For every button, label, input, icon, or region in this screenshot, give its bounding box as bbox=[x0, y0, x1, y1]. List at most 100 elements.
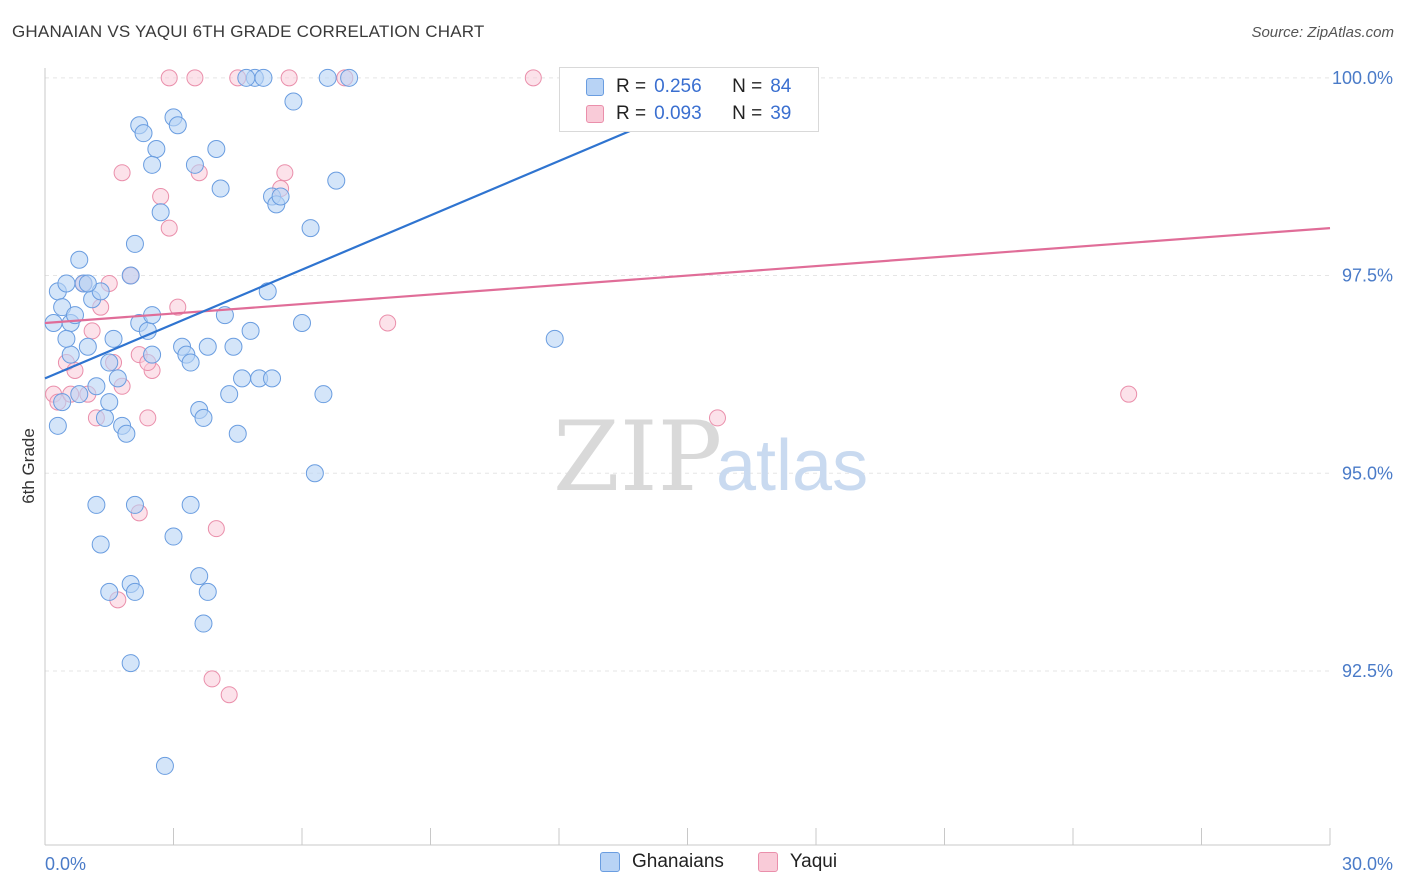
ghanaians-point bbox=[155, 756, 174, 775]
yaqui-point bbox=[220, 686, 238, 704]
ghanaians-point bbox=[164, 527, 183, 546]
legend-row-ghanaians: R = 0.256 N = 84 bbox=[586, 75, 791, 99]
legend-n-value: 84 bbox=[770, 76, 792, 97]
watermark-zip: ZIP bbox=[553, 401, 722, 513]
ghanaians-point bbox=[100, 393, 119, 412]
ghanaians-point bbox=[228, 424, 247, 443]
ghanaians-point bbox=[258, 282, 277, 301]
ghanaians-point bbox=[87, 495, 106, 514]
legend-n-label: N = bbox=[732, 103, 763, 124]
y-axis-label: 6th Grade bbox=[19, 428, 38, 504]
ghanaians-point bbox=[545, 329, 564, 348]
watermark-atlas: atlas bbox=[716, 426, 868, 506]
ghanaians-point bbox=[293, 314, 311, 332]
ghanaians-trend-line bbox=[44, 96, 710, 380]
ghanaians-point bbox=[53, 393, 72, 412]
watermark: ZIP atlas bbox=[553, 401, 868, 513]
ghanaians-point bbox=[57, 329, 76, 348]
ghanaians-point bbox=[327, 171, 346, 190]
yaqui-point bbox=[524, 69, 542, 87]
ghanaians-point bbox=[121, 266, 140, 285]
yaqui-point bbox=[186, 69, 204, 87]
yaqui-point bbox=[379, 314, 397, 332]
ghanaians-point bbox=[48, 416, 67, 435]
yaqui-point bbox=[152, 187, 170, 205]
ghanaians-point bbox=[125, 582, 144, 601]
ghanaians-point bbox=[125, 234, 144, 253]
ghanaians-point bbox=[143, 155, 162, 174]
ghanaians-point bbox=[100, 582, 119, 601]
ghanaians-point bbox=[91, 535, 110, 554]
yaqui-point bbox=[160, 69, 178, 87]
ghanaians-point bbox=[198, 582, 217, 601]
ghanaians-point bbox=[78, 274, 97, 293]
ghanaians-point bbox=[211, 179, 230, 198]
ghanaians-legend-swatch bbox=[600, 852, 620, 872]
ghanaians-point bbox=[100, 353, 119, 372]
y-tick-label: 97.5% bbox=[1342, 266, 1393, 286]
yaqui-legend-swatch bbox=[757, 852, 778, 872]
ghanaians-point bbox=[233, 369, 252, 388]
ghanaians-point bbox=[220, 385, 239, 404]
ghanaians-point bbox=[207, 140, 226, 158]
legend-item-ghanaians[interactable]: Ghanaians bbox=[600, 851, 724, 873]
yaqui-point bbox=[139, 409, 157, 427]
y-tick-label: 92.5% bbox=[1342, 661, 1393, 681]
legend-row-yaqui: R = 0.093 N = 39 bbox=[586, 102, 791, 126]
trend-lines bbox=[44, 96, 1331, 380]
ghanaians-point bbox=[65, 306, 84, 325]
legend-r-value: 0.093 bbox=[654, 103, 702, 124]
ghanaians-point bbox=[340, 68, 359, 87]
yaqui-points bbox=[45, 69, 1138, 704]
legend-label-yaqui: Yaqui bbox=[789, 851, 838, 872]
correlation-legend: R = 0.256 N = 84 R = 0.093 N = 39 bbox=[559, 67, 819, 132]
ghanaians-point bbox=[91, 282, 110, 301]
tick-labels: 100.0% 97.5% 95.0% 92.5% 0.0% 30.0% bbox=[45, 68, 1393, 874]
yaqui-point bbox=[160, 219, 178, 237]
yaqui-point bbox=[113, 164, 131, 182]
chart-title: GHANAIAN VS YAQUI 6TH GRADE CORRELATION … bbox=[12, 22, 485, 41]
legend-r-value: 0.256 bbox=[654, 76, 702, 97]
ghanaians-point bbox=[147, 140, 166, 158]
ghanaians-point bbox=[185, 155, 204, 174]
legend-item-yaqui[interactable]: Yaqui bbox=[757, 851, 838, 873]
ghanaians-point bbox=[78, 337, 97, 356]
legend-label-ghanaians: Ghanaians bbox=[632, 851, 724, 872]
ghanaians-point bbox=[271, 187, 290, 206]
legend-n-value: 39 bbox=[770, 103, 792, 124]
ghanaians-point bbox=[194, 614, 213, 633]
y-tick-label: 100.0% bbox=[1332, 68, 1393, 88]
ghanaians-point bbox=[57, 274, 76, 293]
yaqui-point bbox=[1120, 385, 1138, 403]
ghanaians-point bbox=[254, 68, 273, 87]
ghanaians-point bbox=[314, 385, 333, 404]
yaqui-point bbox=[83, 322, 101, 340]
ghanaians-point bbox=[224, 337, 243, 356]
ghanaians-point bbox=[125, 495, 144, 514]
source-label: Source: ZipAtlas.com bbox=[1251, 24, 1394, 41]
ghanaians-point bbox=[181, 495, 200, 514]
x-tick-label: 0.0% bbox=[45, 854, 86, 874]
ghanaians-point bbox=[284, 92, 303, 111]
x-tick-label: 30.0% bbox=[1342, 854, 1393, 874]
ghanaians-point bbox=[104, 329, 123, 348]
series-legend: Ghanaians Yaqui bbox=[600, 851, 871, 873]
yaqui-point bbox=[207, 520, 225, 538]
ghanaians-point bbox=[190, 567, 209, 586]
ghanaians-point bbox=[168, 116, 187, 135]
ghanaians-points bbox=[44, 68, 564, 775]
ghanaians-point bbox=[134, 124, 153, 143]
yaqui-swatch bbox=[586, 105, 604, 123]
ghanaians-point bbox=[198, 337, 217, 356]
yaqui-point bbox=[169, 298, 187, 316]
ghanaians-point bbox=[143, 345, 162, 364]
ghanaians-point bbox=[194, 408, 213, 427]
yaqui-point bbox=[276, 164, 294, 182]
ghanaians-point bbox=[121, 654, 140, 673]
axes bbox=[44, 68, 1331, 846]
ghanaians-point bbox=[61, 345, 80, 364]
yaqui-point bbox=[203, 670, 221, 688]
ghanaians-point bbox=[108, 369, 127, 388]
yaqui-trend-line bbox=[44, 226, 1331, 325]
